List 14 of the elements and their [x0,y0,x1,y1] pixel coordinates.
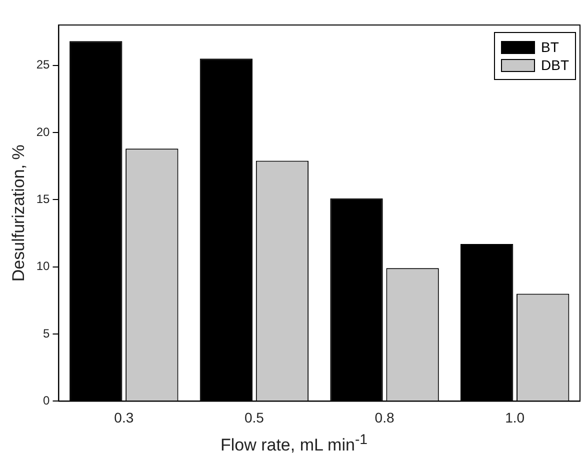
y-tick-label: 0 [43,394,50,408]
y-tick-label: 20 [36,124,50,139]
x-axis-title: Flow rate, mL min$^{-1}$ [219,432,369,456]
x-tick-label: 1.0 [505,409,525,426]
y-axis-title: Desulfurization, % [8,144,28,282]
legend-label: BT [541,39,559,55]
y-tick-label: 10 [36,259,50,274]
legend-label: DBT [541,57,569,73]
y-tick-label: 25 [36,58,50,72]
x-tick-label: 0.8 [374,409,394,426]
y-tick-label: 5 [43,326,50,340]
x-tick-label: 0.3 [114,409,134,426]
y-tick-label: 15 [36,192,50,206]
x-tick-label: 0.5 [244,409,264,426]
